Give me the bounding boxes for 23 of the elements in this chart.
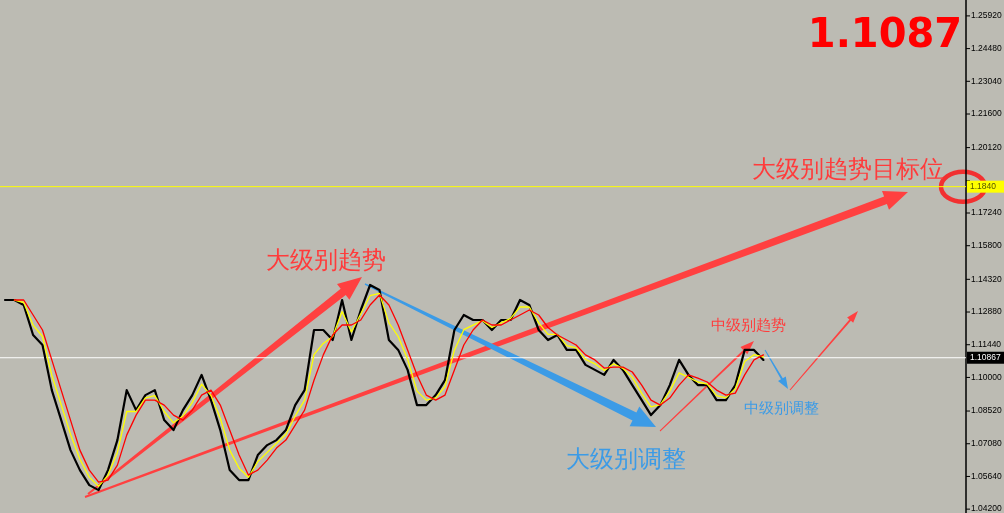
y-tick-label: 1.20120 bbox=[971, 141, 1002, 152]
y-tick-label: 1.07080 bbox=[971, 437, 1002, 448]
y-tick-label: 1.23040 bbox=[971, 75, 1002, 86]
y-tick-label: 1.17240 bbox=[971, 207, 1002, 218]
y-tick-label: 1.12880 bbox=[971, 306, 1002, 317]
y-tick-label: 1.04200 bbox=[971, 503, 1002, 513]
y-tick-label: 1.24480 bbox=[971, 42, 1002, 53]
y-tick-label: 1.08520 bbox=[971, 405, 1002, 416]
y-tick-label: 1.05640 bbox=[971, 470, 1002, 481]
ref-line-label: 1.10867 bbox=[970, 351, 1001, 362]
annotation: 大级别调整 bbox=[566, 445, 686, 473]
y-tick-label: 1.11440 bbox=[971, 338, 1002, 349]
annotation: 1.1087 bbox=[807, 10, 963, 56]
ref-line-label: 1.1840 bbox=[970, 180, 997, 191]
y-tick-label: 1.14320 bbox=[971, 273, 1002, 284]
y-tick-label: 1.15800 bbox=[971, 239, 1002, 250]
annotation: 中级别趋势 bbox=[710, 316, 786, 334]
y-tick-label: 1.10000 bbox=[971, 371, 1002, 382]
annotation: 大级别趋势 bbox=[266, 246, 386, 274]
y-tick-label: 1.21600 bbox=[971, 108, 1002, 119]
annotation: 中级别调整 bbox=[743, 399, 819, 417]
y-tick-label: 1.25920 bbox=[971, 10, 1002, 21]
annotation: 大级别趋势目标位 bbox=[752, 155, 944, 183]
